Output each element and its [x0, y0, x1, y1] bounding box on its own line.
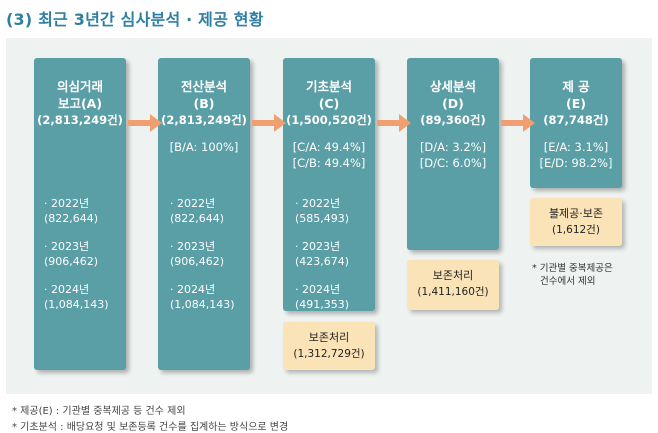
- box-label: 의심거래: [56, 79, 103, 94]
- footnote: * 기초분석 : 배당요청 및 보존등록 건수를 집계하는 방식으로 변경: [12, 422, 289, 433]
- box-label: (B): [193, 96, 215, 111]
- note-amount: (1,312,729건): [293, 348, 365, 360]
- box-label: 전산분석: [180, 79, 227, 94]
- box-basic-analysis-c: 기초분석 (C) (1,500,520건) [C/A: 49.4%] [C/B:…: [283, 58, 375, 311]
- box-label: (D): [442, 96, 464, 111]
- year-entry: · 2022년 (822,644): [170, 197, 225, 225]
- ratio-label: [E/D: 98.2%]: [539, 156, 613, 170]
- ratio-label: [C/A: 49.4%]: [292, 140, 366, 154]
- box-label: (E): [566, 96, 586, 111]
- year-entry: · 2022년 (822,644): [44, 197, 99, 225]
- box-computer-analysis-b: 전산분석 (B) (2,813,249건) [B/A: 100%] · 2022…: [158, 58, 250, 370]
- note-nonprovision-e: 불제공·보존 (1,612건): [530, 198, 622, 246]
- flow-arrow-icon: [377, 114, 411, 132]
- page-title: (3) 최근 3년간 심사분석 · 제공 현황: [6, 10, 264, 29]
- note-label: 불제공·보존: [548, 207, 604, 220]
- note-amount: (1,612건): [552, 224, 600, 236]
- note-retention-d: 보존처리 (1,411,160건): [407, 260, 499, 310]
- year-entry: · 2023년 (423,674): [295, 240, 350, 268]
- ratio-label: [C/B: 49.4%]: [292, 156, 366, 170]
- flow-arrow-icon: [128, 114, 162, 132]
- ratio-label: [D/C: 6.0%]: [419, 156, 487, 170]
- note-label: 보존처리: [432, 269, 474, 282]
- note-amount: (1,411,160건): [417, 286, 489, 298]
- box-label: 기초분석: [305, 79, 352, 94]
- box-label: 제 공: [562, 79, 590, 94]
- year-entry: · 2024년 (1,084,143): [44, 283, 109, 311]
- box-provision-e: 제 공 (E) (87,748건) [E/A: 3.1%] [E/D: 98.2…: [530, 58, 622, 188]
- year-entry: · 2024년 (1,084,143): [170, 283, 235, 311]
- box-label: (C): [318, 96, 340, 111]
- box-count: (87,748건): [543, 113, 609, 127]
- year-entry: · 2024년 (491,353): [295, 283, 350, 311]
- year-entry: · 2023년 (906,462): [170, 240, 225, 268]
- ratio-label: [D/A: 3.2%]: [419, 140, 487, 154]
- box-label: 상세분석: [429, 79, 476, 94]
- box-label: 보고(A): [57, 96, 103, 111]
- year-entry: · 2023년 (906,462): [44, 240, 99, 268]
- box-detailed-analysis-d: 상세분석 (D) (89,360건) [D/A: 3.2%] [D/C: 6.0…: [407, 58, 499, 250]
- ratio-label: [E/A: 3.1%]: [543, 140, 609, 154]
- box-count: (89,360건): [420, 113, 486, 127]
- year-entry: · 2022년 (585,493): [295, 197, 350, 225]
- ratio-label: [B/A: 100%]: [169, 140, 239, 154]
- note-retention-c: 보존처리 (1,312,729건): [283, 322, 375, 370]
- box-count: (1,500,520건): [286, 113, 372, 127]
- flow-arrow-icon: [252, 114, 286, 132]
- box-report-a: 의심거래 보고(A) (2,813,249건) · 2022년 (822,644)…: [34, 58, 126, 370]
- box-count: (2,813,249건): [161, 113, 247, 127]
- flow-arrow-icon: [501, 114, 535, 132]
- footnote: * 제공(E) : 기관별 중복제공 등 건수 제외: [12, 406, 186, 417]
- box-count: (2,813,249건): [37, 113, 123, 127]
- note-label: 보존처리: [308, 331, 350, 344]
- side-note: * 기관별 중복제공은 건수에서 제외: [532, 263, 613, 287]
